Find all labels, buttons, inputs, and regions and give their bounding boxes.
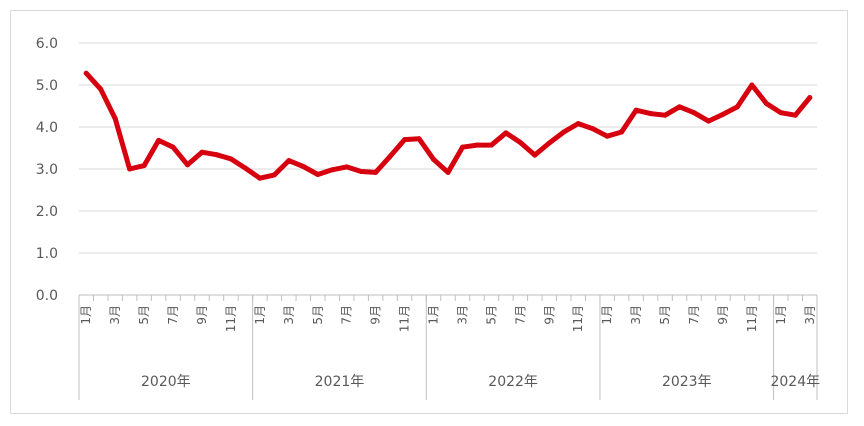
data-point <box>431 156 437 162</box>
month-tick-label: 9月 <box>369 305 383 325</box>
data-point <box>373 169 379 175</box>
series-layer <box>83 70 813 181</box>
data-point <box>561 129 567 135</box>
data-point <box>358 169 364 175</box>
data-point <box>474 142 480 148</box>
data-point <box>546 140 552 146</box>
year-label: 2021年 <box>315 374 365 390</box>
data-point <box>691 110 697 116</box>
data-point <box>112 116 118 122</box>
month-tick-label: 11月 <box>224 305 238 332</box>
data-point <box>416 136 422 142</box>
data-point <box>315 171 321 177</box>
year-label: 2022年 <box>488 374 538 390</box>
data-point <box>633 107 639 113</box>
data-point <box>300 163 306 169</box>
data-point <box>648 111 654 117</box>
data-point <box>619 129 625 135</box>
y-tick-label: 6.0 <box>36 36 58 52</box>
month-tick-label: 5月 <box>484 305 498 325</box>
month-tick-label: 1月 <box>774 305 788 325</box>
data-point <box>503 130 509 136</box>
month-tick-label: 11月 <box>398 305 412 332</box>
data-point <box>763 100 769 106</box>
y-tick-label: 1.0 <box>36 246 58 262</box>
data-point <box>170 144 176 150</box>
y-tick-label: 0.0 <box>36 288 58 304</box>
y-tick-label: 5.0 <box>36 78 58 94</box>
data-point <box>329 167 335 173</box>
data-point <box>778 110 784 116</box>
data-point <box>734 104 740 110</box>
month-tick-label: 7月 <box>166 305 180 325</box>
y-axis-ticks: 0.0 1.0 2.0 3.0 4.0 5.0 6.0 <box>36 36 58 304</box>
data-point <box>445 169 451 175</box>
y-tick-label: 2.0 <box>36 204 58 220</box>
data-point <box>127 166 133 172</box>
data-point <box>387 153 393 159</box>
data-point <box>213 152 219 158</box>
month-tick-label: 1月 <box>253 305 267 325</box>
y-tick-label: 4.0 <box>36 120 58 136</box>
data-point <box>749 82 755 88</box>
month-tick-label: 7月 <box>687 305 701 325</box>
data-point <box>662 112 668 118</box>
x-axis: 1月 3月 5月 7月 9月 11月 1月 3月 5月 7月 9月 11月 1月 3月 5月 7月 9月 11月 1… <box>78 294 820 400</box>
data-point <box>402 137 408 143</box>
data-point <box>98 86 104 92</box>
data-point <box>257 175 263 181</box>
month-tick-label: 3月 <box>108 305 122 325</box>
data-point <box>83 70 89 76</box>
gridlines <box>79 42 817 254</box>
month-tick-label: 9月 <box>542 305 556 325</box>
data-point <box>590 126 596 132</box>
data-point <box>575 121 581 127</box>
month-tick-label: 3月 <box>803 305 817 325</box>
month-tick-label: 1月 <box>427 305 441 325</box>
month-tick-label: 9月 <box>195 305 209 325</box>
month-tick-label: 1月 <box>600 305 614 325</box>
month-tick-label: 3月 <box>455 305 469 325</box>
month-tick-label: 7月 <box>513 305 527 325</box>
data-point <box>459 144 465 150</box>
month-tick-label: 5月 <box>311 305 325 325</box>
month-tick-label: 11月 <box>745 305 759 332</box>
data-point <box>677 104 683 110</box>
data-point <box>604 133 610 139</box>
data-point <box>228 156 234 162</box>
month-tick-label: 9月 <box>716 305 730 325</box>
data-point <box>286 158 292 164</box>
month-tick-label: 7月 <box>340 305 354 325</box>
month-tick-label: 3月 <box>629 305 643 325</box>
month-tick-label: 3月 <box>282 305 296 325</box>
year-label: 2023年 <box>662 374 712 390</box>
data-point <box>705 118 711 124</box>
year-label: 2020年 <box>141 374 191 390</box>
data-point <box>807 95 813 101</box>
month-tick-label: 1月 <box>79 305 93 325</box>
data-point <box>141 163 147 169</box>
data-point <box>532 152 538 158</box>
data-point <box>271 172 277 178</box>
series-line <box>83 70 813 181</box>
data-point <box>185 162 191 168</box>
year-label: 2024年 <box>770 374 820 390</box>
data-point <box>720 111 726 117</box>
month-tick-label: 5月 <box>137 305 151 325</box>
month-tick-label: 11月 <box>571 305 585 332</box>
data-point <box>488 142 494 148</box>
chart-frame <box>10 10 848 414</box>
data-point <box>156 137 162 143</box>
data-point <box>517 140 523 146</box>
y-tick-label: 3.0 <box>36 162 58 178</box>
data-point <box>344 164 350 170</box>
data-point <box>199 149 205 155</box>
data-point <box>242 165 248 171</box>
month-tick-label: 5月 <box>658 305 672 325</box>
data-point <box>792 112 798 118</box>
